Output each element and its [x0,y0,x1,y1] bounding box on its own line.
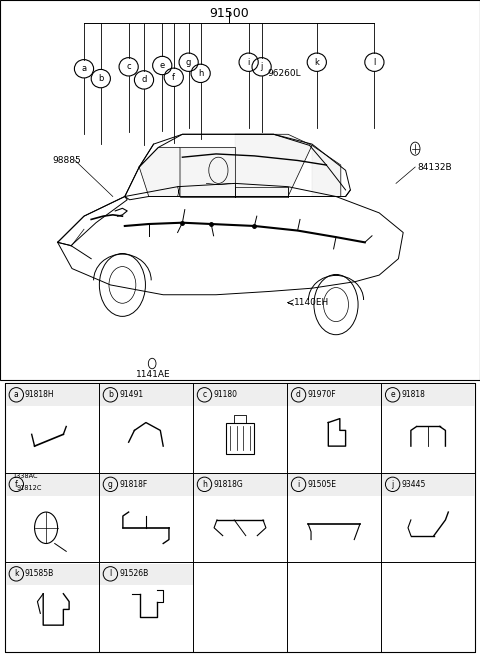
Text: h: h [198,69,204,78]
Bar [5,383,475,652]
Text: 91585B: 91585B [25,569,54,578]
Text: i: i [298,480,300,489]
Bar [100,384,193,407]
Bar [194,474,287,496]
Polygon shape [180,147,235,196]
Text: 91505E: 91505E [307,480,336,489]
Bar [194,384,287,407]
Text: d: d [296,390,301,400]
Polygon shape [235,134,312,196]
Text: 91818H: 91818H [25,390,55,400]
Text: c: c [126,62,131,71]
Text: a: a [14,390,19,400]
Text: 1338AC: 1338AC [12,474,37,479]
Text: 93445: 93445 [401,480,426,489]
Text: e: e [390,390,395,400]
Text: 1140EH: 1140EH [294,298,329,307]
Text: h: h [202,480,207,489]
Text: 1141AE: 1141AE [136,370,171,379]
Text: 91491: 91491 [119,390,143,400]
Text: 91818F: 91818F [119,480,147,489]
Text: f: f [15,480,18,489]
Text: 91180: 91180 [213,390,237,400]
Text: 91526B: 91526B [119,569,148,578]
Text: j: j [261,62,263,71]
Text: 91818: 91818 [401,390,425,400]
Text: 91812C: 91812C [17,485,42,491]
Bar [6,384,99,407]
Polygon shape [139,147,180,196]
Text: d: d [141,75,147,84]
Bar [100,563,193,586]
Text: e: e [160,61,165,70]
Text: 84132B: 84132B [418,162,452,172]
Text: l: l [109,569,111,578]
Text: k: k [314,58,319,67]
Bar [226,422,254,454]
Bar [6,474,99,496]
Text: c: c [203,390,206,400]
Text: g: g [186,58,192,67]
Text: i: i [248,58,250,67]
Text: 91818G: 91818G [213,480,243,489]
Text: f: f [172,73,175,82]
Text: g: g [108,480,113,489]
Text: 91500: 91500 [210,7,249,20]
Bar [382,384,475,407]
Text: a: a [82,64,86,73]
Bar [382,474,475,496]
Bar [0,0,480,380]
Bar [100,474,193,496]
Polygon shape [312,145,341,196]
Text: b: b [108,390,113,400]
Bar [288,384,381,407]
Text: k: k [14,569,19,578]
Text: l: l [373,58,375,67]
Text: 91970F: 91970F [307,390,336,400]
Text: j: j [392,480,394,489]
Text: 98885: 98885 [53,156,82,165]
Bar [288,474,381,496]
Text: b: b [98,74,104,83]
Text: 96260L: 96260L [268,69,301,78]
Bar [6,563,99,586]
